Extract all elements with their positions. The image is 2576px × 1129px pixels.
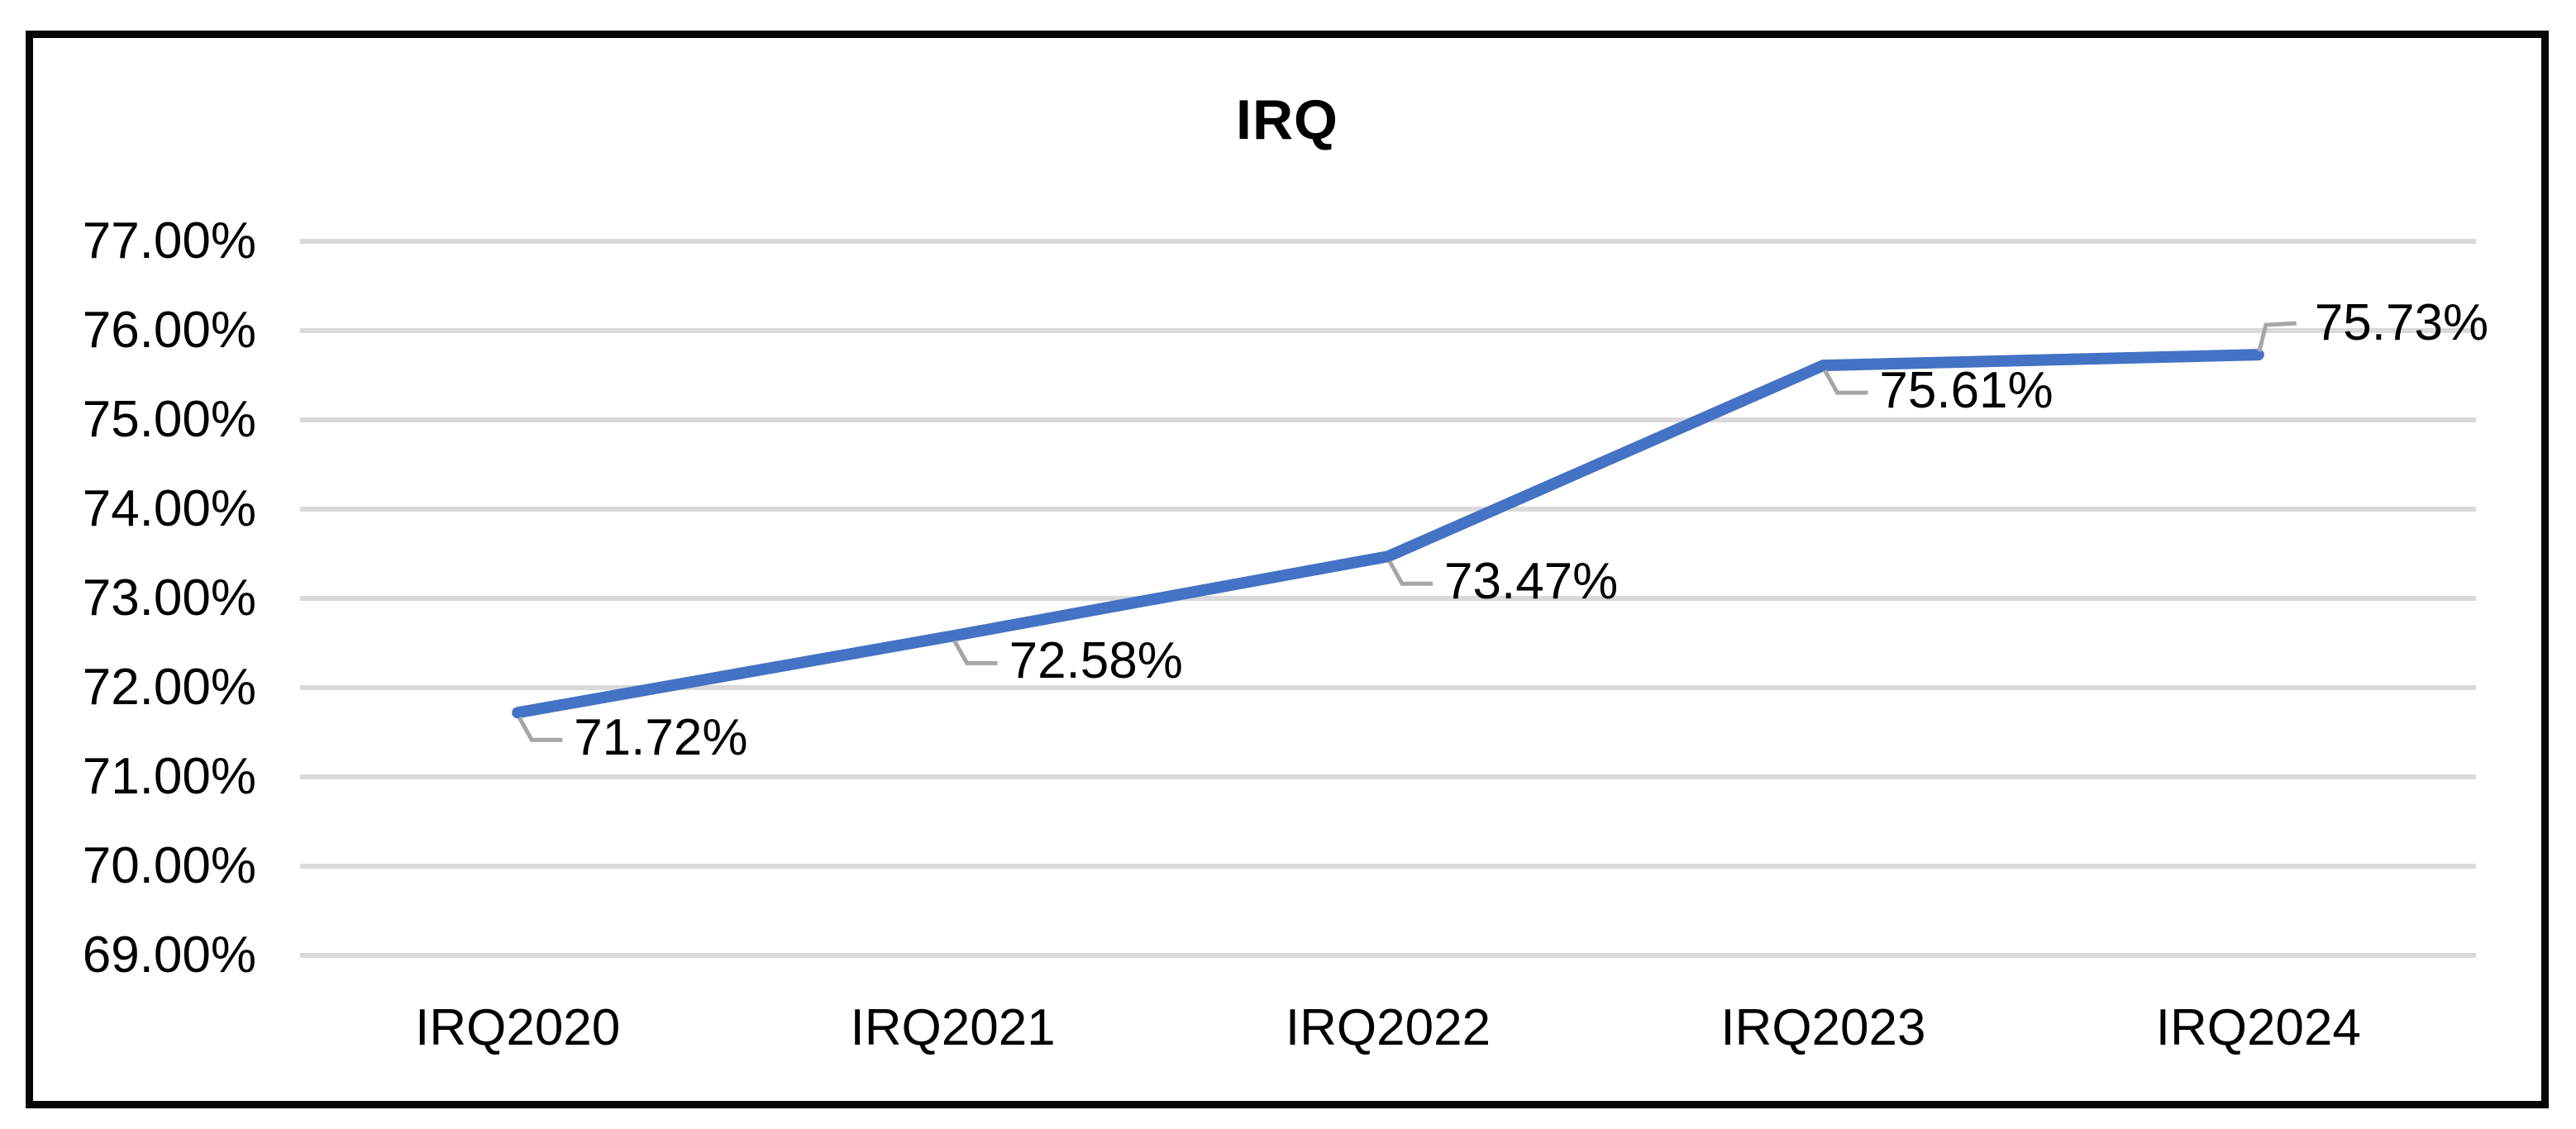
y-axis-tick-label: 73.00% bbox=[82, 569, 256, 626]
x-axis-category-label: IRQ2023 bbox=[1720, 999, 1926, 1056]
x-axis-category-label: IRQ2022 bbox=[1285, 999, 1491, 1056]
y-axis-tick-label: 75.00% bbox=[82, 391, 256, 448]
data-label: 71.72% bbox=[574, 709, 748, 767]
data-label-leader-line bbox=[952, 640, 998, 665]
data-label: 75.73% bbox=[2314, 294, 2489, 352]
chart-title: IRQ bbox=[1236, 88, 1338, 151]
data-label-leader-line bbox=[1387, 560, 1433, 586]
data-label-leader-line bbox=[1823, 369, 1868, 395]
y-axis-tick-label: 72.00% bbox=[82, 659, 256, 716]
data-label: 73.47% bbox=[1444, 553, 1619, 611]
x-axis-category-label: IRQ2020 bbox=[415, 999, 621, 1056]
y-axis-tick-label: 77.00% bbox=[82, 212, 256, 269]
data-label: 72.58% bbox=[1009, 632, 1183, 690]
data-label: 75.61% bbox=[1879, 362, 2054, 420]
data-label-leader-line bbox=[2257, 321, 2297, 352]
y-axis-tick-label: 74.00% bbox=[82, 480, 256, 537]
x-axis-category-label: IRQ2021 bbox=[850, 999, 1056, 1056]
y-axis-tick-label: 69.00% bbox=[82, 927, 256, 984]
x-axis-category-label: IRQ2024 bbox=[2155, 999, 2361, 1056]
y-axis-tick-label: 70.00% bbox=[82, 837, 256, 894]
y-axis-tick-label: 76.00% bbox=[82, 302, 256, 359]
data-label-leader-line bbox=[518, 717, 563, 742]
y-axis-tick-label: 71.00% bbox=[82, 748, 256, 805]
series-line bbox=[512, 349, 2264, 719]
